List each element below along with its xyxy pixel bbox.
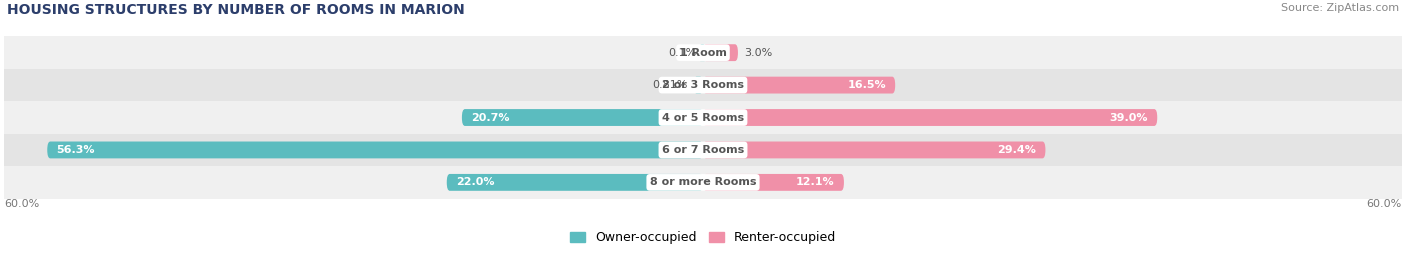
- FancyBboxPatch shape: [700, 44, 704, 61]
- Text: 2 or 3 Rooms: 2 or 3 Rooms: [662, 80, 744, 90]
- Bar: [4, 69, 1402, 101]
- Text: Source: ZipAtlas.com: Source: ZipAtlas.com: [1281, 3, 1399, 13]
- Text: 8 or more Rooms: 8 or more Rooms: [650, 177, 756, 187]
- Text: 0.1%: 0.1%: [668, 48, 696, 58]
- FancyBboxPatch shape: [703, 77, 896, 94]
- Text: 12.1%: 12.1%: [796, 177, 835, 187]
- FancyBboxPatch shape: [703, 141, 1046, 158]
- Text: 60.0%: 60.0%: [1367, 199, 1402, 208]
- FancyBboxPatch shape: [703, 174, 844, 191]
- Text: 60.0%: 60.0%: [4, 199, 39, 208]
- FancyBboxPatch shape: [48, 141, 703, 158]
- Text: 3.0%: 3.0%: [744, 48, 772, 58]
- Text: HOUSING STRUCTURES BY NUMBER OF ROOMS IN MARION: HOUSING STRUCTURES BY NUMBER OF ROOMS IN…: [7, 3, 465, 17]
- Text: 4 or 5 Rooms: 4 or 5 Rooms: [662, 112, 744, 122]
- FancyBboxPatch shape: [447, 174, 703, 191]
- Text: 1 Room: 1 Room: [679, 48, 727, 58]
- Text: 29.4%: 29.4%: [997, 145, 1036, 155]
- Bar: [4, 166, 1402, 199]
- Bar: [4, 36, 1402, 69]
- Text: 22.0%: 22.0%: [456, 177, 495, 187]
- Text: 20.7%: 20.7%: [471, 112, 510, 122]
- FancyBboxPatch shape: [703, 44, 738, 61]
- Text: 0.81%: 0.81%: [652, 80, 688, 90]
- Bar: [4, 101, 1402, 134]
- Text: 39.0%: 39.0%: [1109, 112, 1147, 122]
- Legend: Owner-occupied, Renter-occupied: Owner-occupied, Renter-occupied: [565, 226, 841, 249]
- Text: 6 or 7 Rooms: 6 or 7 Rooms: [662, 145, 744, 155]
- Text: 16.5%: 16.5%: [848, 80, 886, 90]
- Text: 56.3%: 56.3%: [56, 145, 96, 155]
- Bar: [4, 134, 1402, 166]
- FancyBboxPatch shape: [463, 109, 703, 126]
- FancyBboxPatch shape: [703, 109, 1157, 126]
- FancyBboxPatch shape: [693, 77, 703, 94]
